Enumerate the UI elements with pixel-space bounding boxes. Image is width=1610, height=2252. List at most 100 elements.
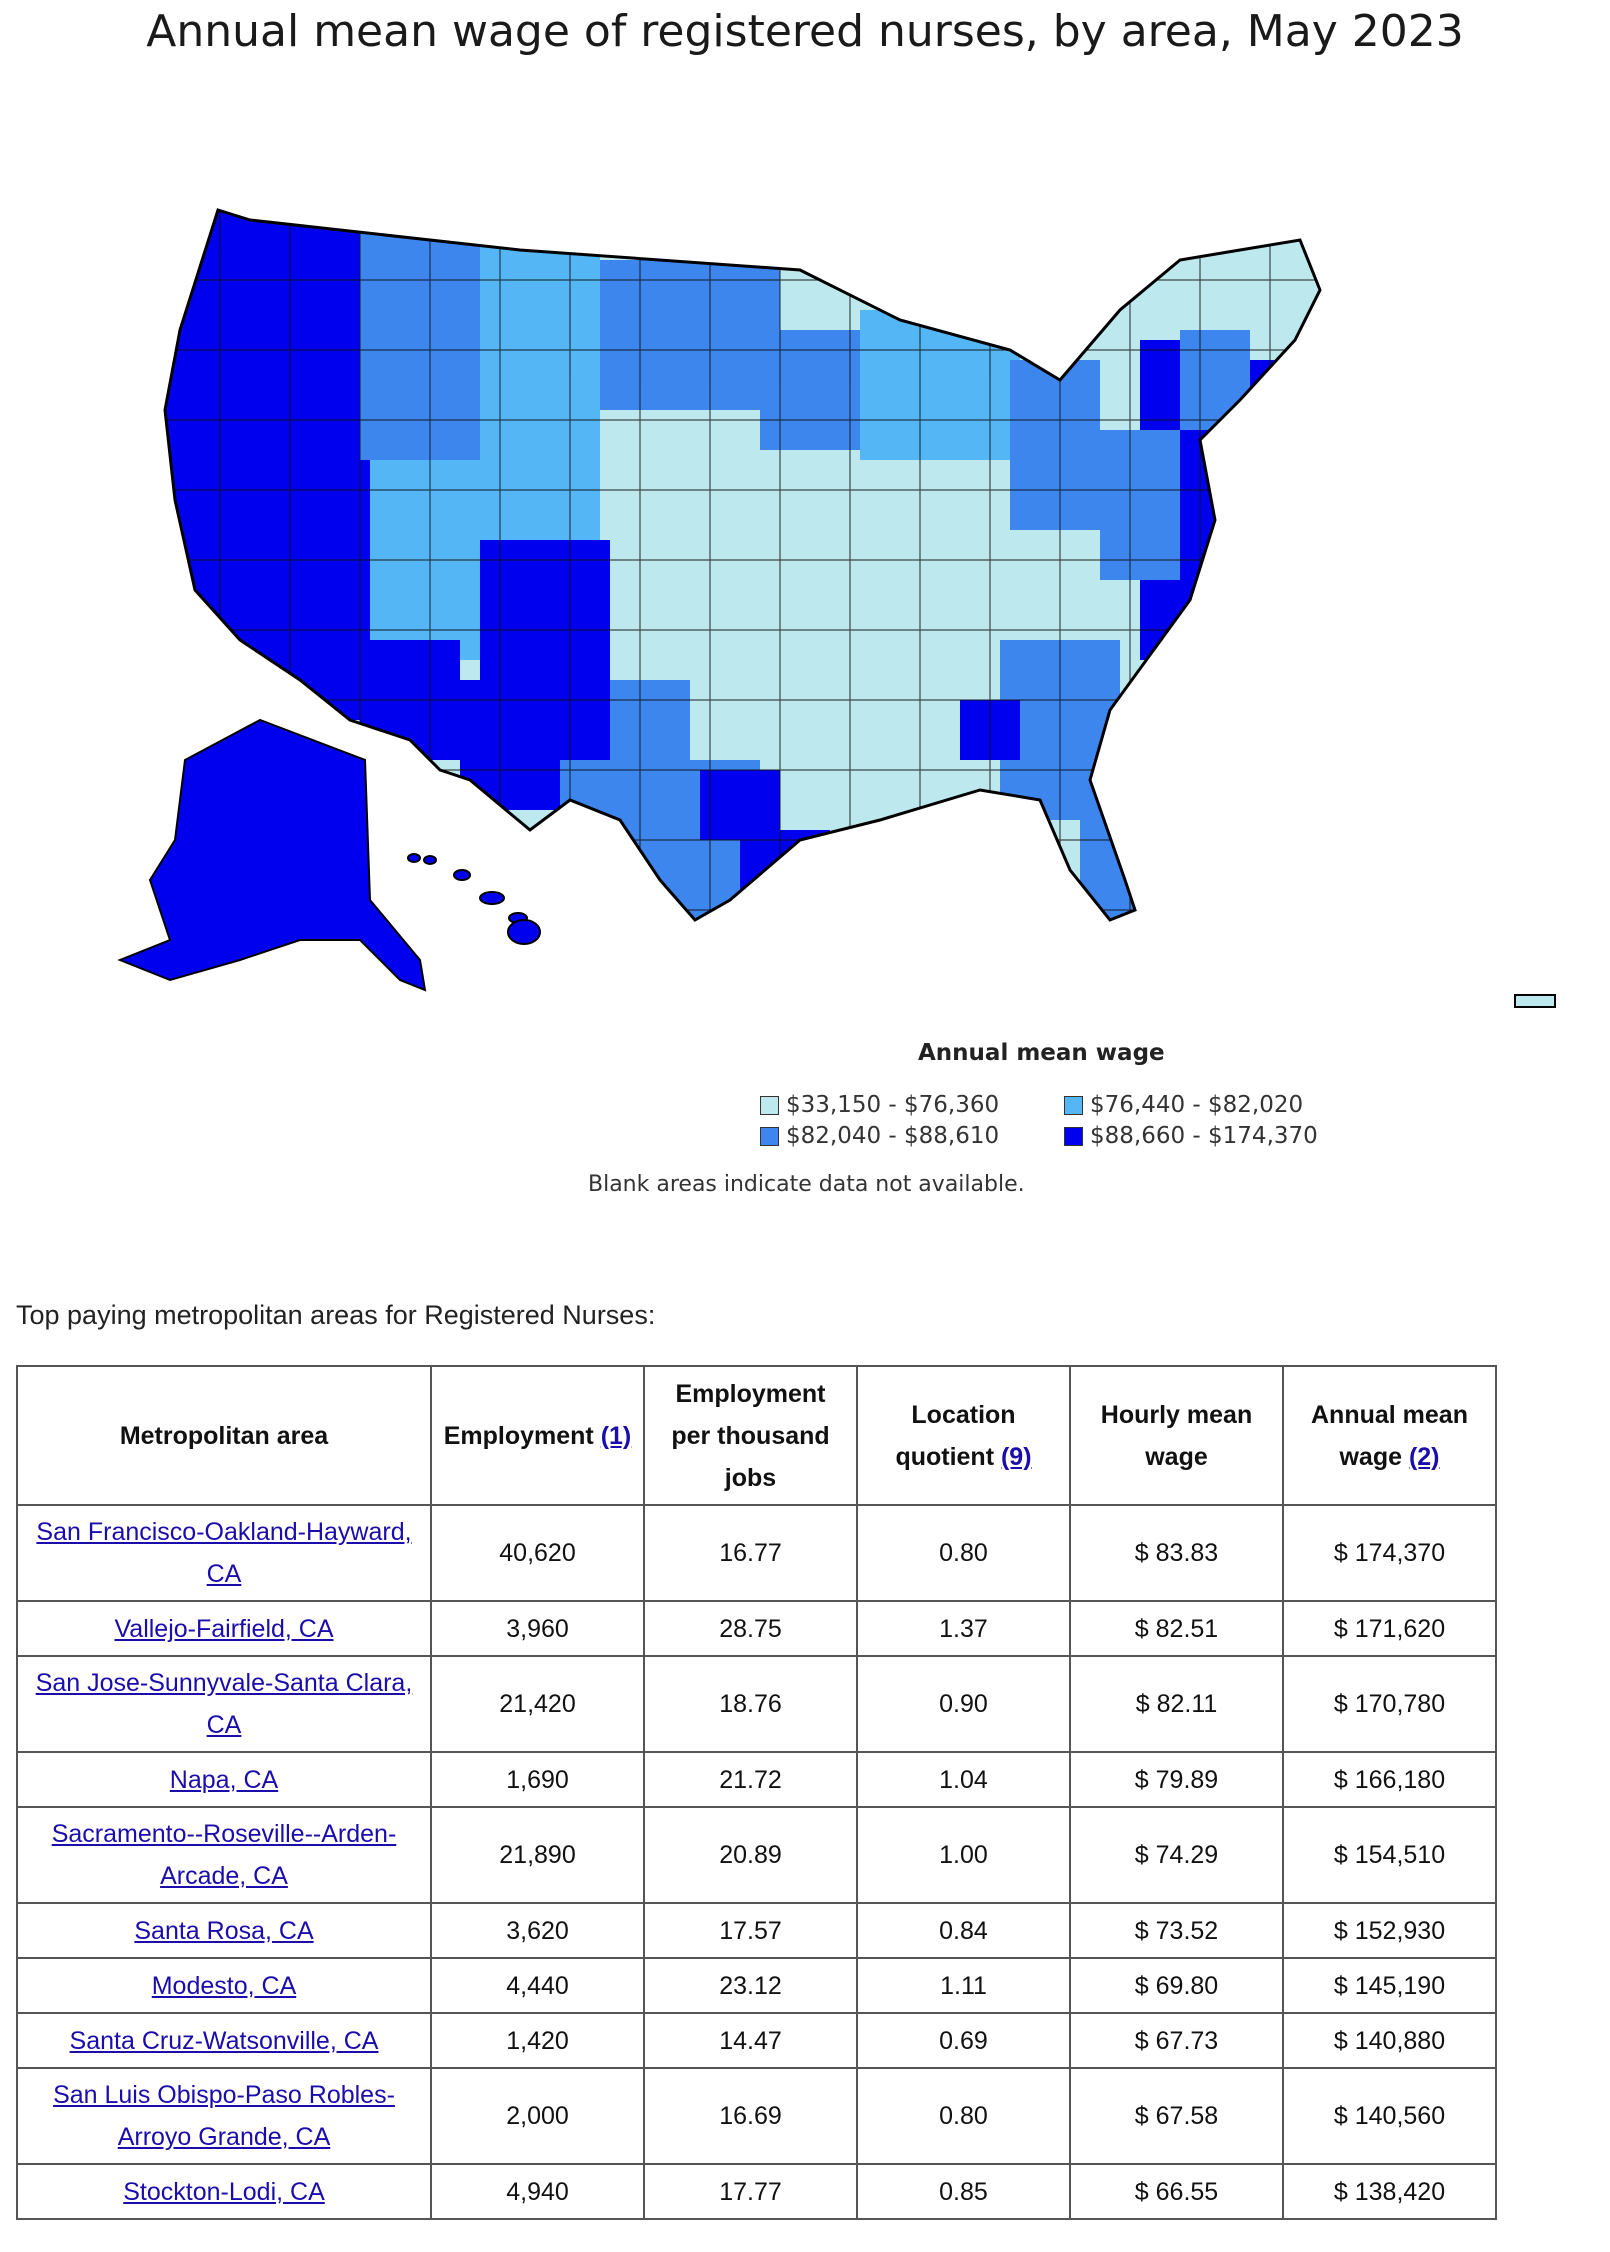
col-header-employment: Employment (1) xyxy=(430,1365,645,1506)
cell-annual: $ 154,510 xyxy=(1282,1806,1497,1904)
cell-per-thousand: 16.77 xyxy=(643,1504,858,1602)
cell-lq: 0.69 xyxy=(856,2012,1071,2069)
us-outline xyxy=(163,208,1322,922)
cell-lq: 1.04 xyxy=(856,1751,1071,1808)
cell-annual: $ 138,420 xyxy=(1282,2163,1497,2220)
cell-per-thousand: 14.47 xyxy=(643,2012,858,2069)
table-caption: Top paying metropolitan areas for Regist… xyxy=(16,1300,656,1330)
area-link[interactable]: Vallejo-Fairfield, CA xyxy=(114,1614,334,1643)
footnote-link-1[interactable]: (1) xyxy=(600,1421,632,1450)
legend-label: $33,150 - $76,360 xyxy=(786,1092,1000,1118)
cell-annual: $ 140,880 xyxy=(1282,2012,1497,2069)
cell-per-thousand: 17.77 xyxy=(643,2163,858,2220)
cell-lq: 1.11 xyxy=(856,1957,1071,2014)
cell-lq: 1.37 xyxy=(856,1600,1071,1657)
cell-employment: 1,420 xyxy=(430,2012,645,2069)
table-row: San Francisco-Oakland-Hayward, CA 40,620… xyxy=(16,1504,1497,1602)
area-link[interactable]: San Luis Obispo-Paso Robles-Arroyo Grand… xyxy=(53,2081,395,2151)
footnote-link-9[interactable]: (9) xyxy=(1000,1442,1032,1471)
table-row: Santa Cruz-Watsonville, CA 1,420 14.47 0… xyxy=(16,2012,1497,2069)
col-header-area: Metropolitan area xyxy=(16,1365,432,1506)
cell-per-thousand: 16.69 xyxy=(643,2067,858,2165)
cell-lq: 0.90 xyxy=(856,1655,1071,1753)
cell-lq: 0.84 xyxy=(856,1902,1071,1959)
cell-annual: $ 145,190 xyxy=(1282,1957,1497,2014)
cell-employment: 40,620 xyxy=(430,1504,645,1602)
cell-annual: $ 171,620 xyxy=(1282,1600,1497,1657)
cell-employment: 4,440 xyxy=(430,1957,645,2014)
metro-table: Metropolitan area Employment (1) Employm… xyxy=(16,1365,1497,2220)
legend-item-1: $33,150 - $76,360 xyxy=(760,1092,999,1118)
cell-employment: 21,420 xyxy=(430,1655,645,1753)
area-link[interactable]: Santa Cruz-Watsonville, CA xyxy=(69,2026,379,2055)
legend-swatch xyxy=(1064,1126,1083,1146)
legend-note: Blank areas indicate data not available. xyxy=(588,1172,1025,1197)
legend-label: $88,660 - $174,370 xyxy=(1090,1123,1318,1149)
area-link[interactable]: San Jose-Sunnyvale-Santa Clara, CA xyxy=(35,1669,413,1739)
cell-per-thousand: 17.57 xyxy=(643,1902,858,1959)
area-link[interactable]: Napa, CA xyxy=(169,1765,279,1794)
map-title: Annual mean wage of registered nurses, b… xyxy=(146,6,1464,57)
cell-annual: $ 174,370 xyxy=(1282,1504,1497,1602)
hawaii-region xyxy=(407,853,541,945)
legend-label: $76,440 - $82,020 xyxy=(1090,1092,1304,1118)
area-link[interactable]: Modesto, CA xyxy=(151,1971,297,2000)
legend-swatch xyxy=(1064,1095,1083,1115)
cell-employment: 3,620 xyxy=(430,1902,645,1959)
table-row: Stockton-Lodi, CA 4,940 17.77 0.85 $ 66.… xyxy=(16,2163,1497,2220)
cell-lq: 0.80 xyxy=(856,2067,1071,2165)
table-row: San Luis Obispo-Paso Robles-Arroyo Grand… xyxy=(16,2067,1497,2165)
cell-hourly: $ 79.89 xyxy=(1069,1751,1284,1808)
legend-label: $82,040 - $88,610 xyxy=(786,1123,1000,1149)
cell-per-thousand: 21.72 xyxy=(643,1751,858,1808)
cell-lq: 1.00 xyxy=(856,1806,1071,1904)
cell-hourly: $ 67.73 xyxy=(1069,2012,1284,2069)
area-link[interactable]: Stockton-Lodi, CA xyxy=(123,2177,325,2206)
legend-item-4: $88,660 - $174,370 xyxy=(1064,1123,1318,1149)
cell-employment: 21,890 xyxy=(430,1806,645,1904)
legend-title: Annual mean wage xyxy=(918,1040,1165,1066)
table-row: Modesto, CA 4,440 23.12 1.11 $ 69.80 $ 1… xyxy=(16,1957,1497,2014)
col-header-per-thousand: Employment per thousand jobs xyxy=(643,1365,858,1506)
col-header-lq: Location quotient (9) xyxy=(856,1365,1071,1506)
footnote-link-2[interactable]: (2) xyxy=(1408,1442,1440,1471)
col-header-annual: Annual mean wage (2) xyxy=(1282,1365,1497,1506)
cell-employment: 1,690 xyxy=(430,1751,645,1808)
cell-annual: $ 166,180 xyxy=(1282,1751,1497,1808)
col-header-hourly: Hourly mean wage xyxy=(1069,1365,1284,1506)
table-row: Vallejo-Fairfield, CA 3,960 28.75 1.37 $… xyxy=(16,1600,1497,1657)
legend-item-3: $82,040 - $88,610 xyxy=(760,1123,999,1149)
cell-employment: 4,940 xyxy=(430,2163,645,2220)
cell-hourly: $ 83.83 xyxy=(1069,1504,1284,1602)
table-row: Santa Rosa, CA 3,620 17.57 0.84 $ 73.52 … xyxy=(16,1902,1497,1959)
legend-swatch xyxy=(760,1095,779,1115)
cell-hourly: $ 67.58 xyxy=(1069,2067,1284,2165)
cell-lq: 0.85 xyxy=(856,2163,1071,2220)
us-wage-map xyxy=(117,208,1556,1008)
cell-employment: 2,000 xyxy=(430,2067,645,2165)
cell-hourly: $ 74.29 xyxy=(1069,1806,1284,1904)
cell-lq: 0.80 xyxy=(856,1504,1071,1602)
cell-annual: $ 140,560 xyxy=(1282,2067,1497,2165)
cell-hourly: $ 82.51 xyxy=(1069,1600,1284,1657)
cell-per-thousand: 20.89 xyxy=(643,1806,858,1904)
table-header-row: Metropolitan area Employment (1) Employm… xyxy=(16,1365,1497,1506)
puerto-rico-region xyxy=(1514,994,1556,1008)
cell-annual: $ 152,930 xyxy=(1282,1902,1497,1959)
area-link[interactable]: Santa Rosa, CA xyxy=(134,1916,314,1945)
cell-hourly: $ 69.80 xyxy=(1069,1957,1284,2014)
alaska-region xyxy=(117,718,427,992)
cell-hourly: $ 82.11 xyxy=(1069,1655,1284,1753)
table-row: Napa, CA 1,690 21.72 1.04 $ 79.89 $ 166,… xyxy=(16,1751,1497,1808)
cell-employment: 3,960 xyxy=(430,1600,645,1657)
legend-swatch xyxy=(760,1126,779,1146)
cell-hourly: $ 66.55 xyxy=(1069,2163,1284,2220)
cell-per-thousand: 18.76 xyxy=(643,1655,858,1753)
area-link[interactable]: San Francisco-Oakland-Hayward, CA xyxy=(36,1518,412,1588)
legend-item-2: $76,440 - $82,020 xyxy=(1064,1092,1303,1118)
cell-per-thousand: 28.75 xyxy=(643,1600,858,1657)
cell-hourly: $ 73.52 xyxy=(1069,1902,1284,1959)
table-row: San Jose-Sunnyvale-Santa Clara, CA 21,42… xyxy=(16,1655,1497,1753)
cell-per-thousand: 23.12 xyxy=(643,1957,858,2014)
area-link[interactable]: Sacramento--Roseville--Arden-Arcade, CA xyxy=(51,1820,397,1890)
